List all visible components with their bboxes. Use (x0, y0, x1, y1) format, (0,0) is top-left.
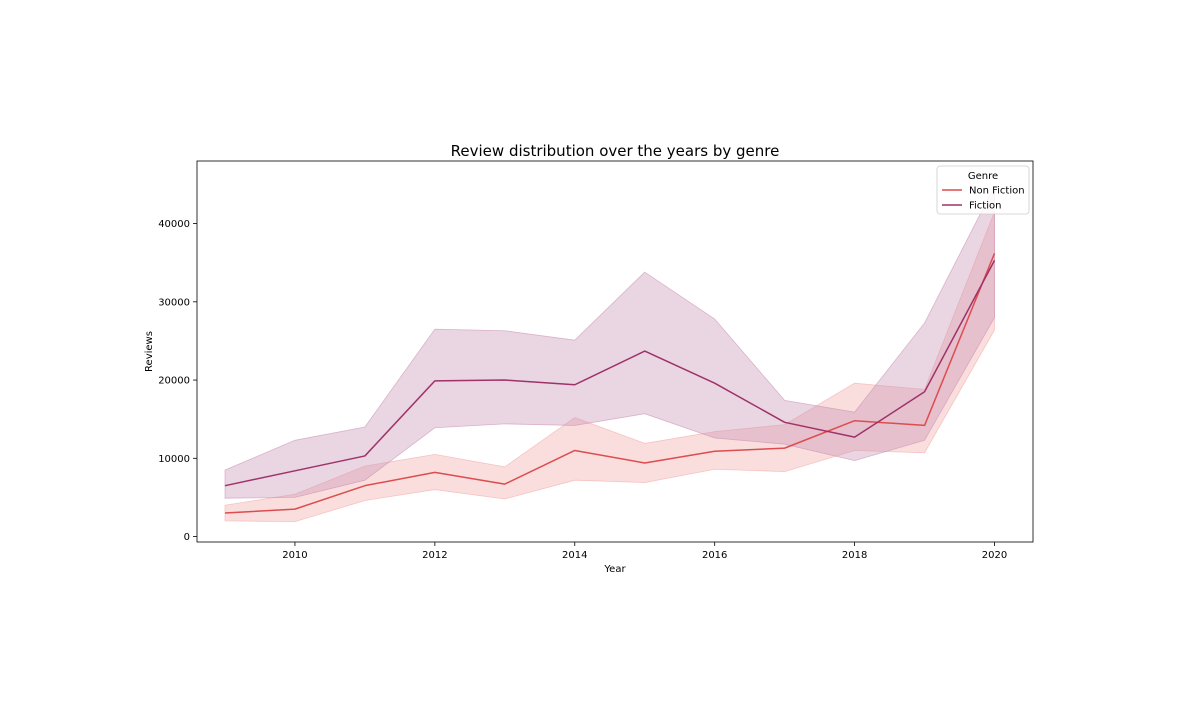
x-tick-label: 2012 (422, 550, 447, 561)
confidence-bands (224, 185, 995, 523)
y-tick-label: 30000 (158, 297, 190, 308)
legend-label-non-fiction: Non Fiction (969, 186, 1025, 197)
band-fiction (224, 185, 995, 499)
x-tick-label: 2014 (562, 550, 587, 561)
y-tick-label: 40000 (158, 219, 190, 230)
y-axis-label: Reviews (144, 331, 155, 372)
x-tick-label: 2016 (702, 550, 727, 561)
x-axis-label: Year (603, 564, 626, 575)
x-tick-label: 2010 (282, 550, 307, 561)
y-tick-label: 0 (184, 532, 190, 543)
line-fiction (224, 260, 996, 487)
x-axis-ticks: 2010 2012 2014 2016 2018 2020 (282, 542, 1007, 561)
y-tick-label: 20000 (158, 376, 190, 387)
plot-frame (196, 160, 1034, 543)
legend-title: Genre (968, 171, 998, 182)
series-lines (224, 253, 996, 514)
line-non-fiction (224, 253, 996, 514)
y-tick-label: 10000 (158, 454, 190, 465)
chart-title: Review distribution over the years by ge… (451, 142, 780, 160)
x-tick-label: 2018 (842, 550, 867, 561)
band-non-fiction (224, 211, 995, 523)
y-axis-ticks: 0 10000 20000 30000 40000 (158, 219, 197, 543)
legend: Genre Non Fiction Fiction (936, 165, 1030, 215)
x-tick-label: 2020 (982, 550, 1007, 561)
legend-box (936, 165, 1030, 215)
legend-label-fiction: Fiction (969, 201, 1001, 212)
